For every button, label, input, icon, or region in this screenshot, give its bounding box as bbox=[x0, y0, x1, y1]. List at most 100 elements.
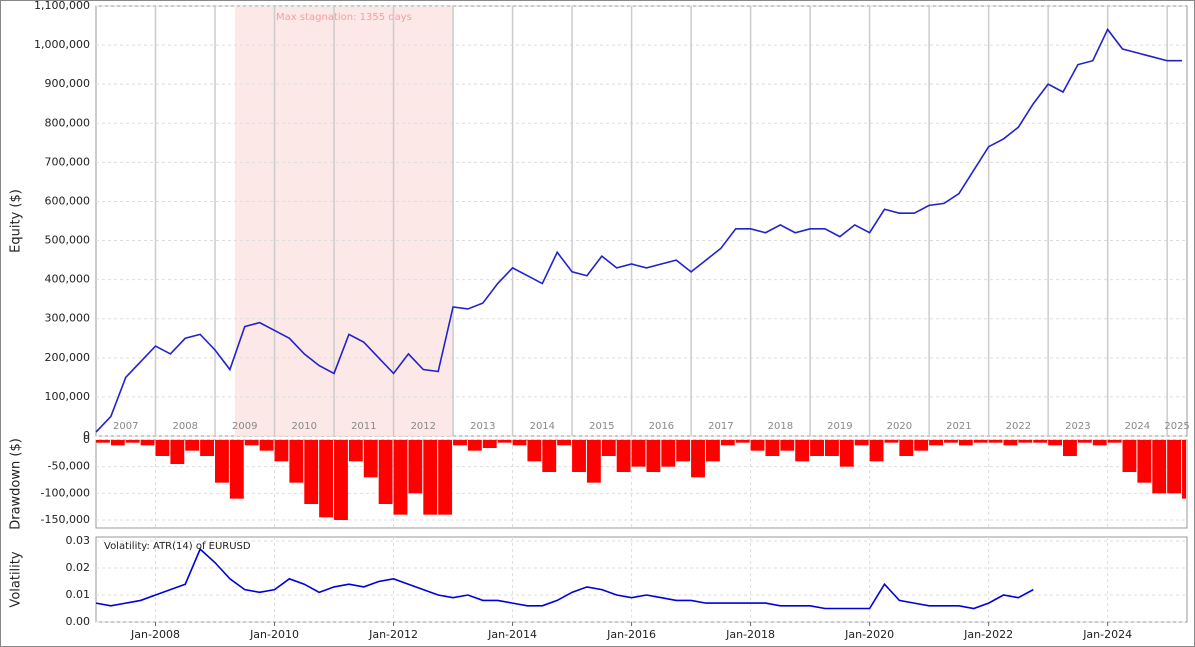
bar bbox=[750, 440, 765, 451]
line bbox=[95, 547, 1034, 610]
legend-label: Volatility: ATR(14) of EURUSD bbox=[104, 541, 251, 552]
y-tick-label: 300,000 bbox=[45, 312, 91, 325]
plot-area bbox=[95, 536, 1188, 623]
bar bbox=[1048, 440, 1063, 446]
bar bbox=[929, 440, 944, 446]
bar bbox=[185, 440, 200, 451]
bar bbox=[869, 440, 884, 462]
bar bbox=[467, 440, 482, 451]
y-tick-label: 400,000 bbox=[45, 273, 91, 286]
bar bbox=[334, 440, 348, 520]
bar bbox=[274, 440, 289, 462]
year-label: 2025 bbox=[1164, 421, 1189, 432]
year-label: 2016 bbox=[649, 421, 674, 432]
year-label: 2014 bbox=[530, 421, 555, 432]
y-tick-label: 0.00 bbox=[66, 615, 91, 628]
bar bbox=[572, 440, 586, 472]
bar bbox=[899, 440, 914, 456]
year-label: 2023 bbox=[1065, 421, 1090, 432]
bar bbox=[497, 440, 512, 443]
bar bbox=[958, 440, 973, 446]
bar bbox=[720, 440, 735, 446]
bar bbox=[646, 440, 661, 472]
bar bbox=[319, 440, 334, 518]
year-label: 2022 bbox=[1006, 421, 1031, 432]
y-tick-label: 500,000 bbox=[45, 234, 91, 247]
bar bbox=[586, 440, 601, 483]
bar bbox=[244, 440, 259, 446]
bar bbox=[527, 440, 542, 462]
x-tick-label: Jan-2014 bbox=[487, 628, 537, 641]
y-tick-label: 900,000 bbox=[45, 77, 91, 90]
bar bbox=[393, 440, 408, 515]
x-tick-label: Jan-2022 bbox=[963, 628, 1013, 641]
bar bbox=[125, 440, 140, 443]
bar bbox=[839, 440, 854, 467]
bar bbox=[795, 440, 810, 462]
y-tick-label: 0.01 bbox=[66, 588, 91, 601]
stagnation-band bbox=[234, 7, 454, 436]
bar bbox=[229, 440, 244, 499]
x-tick-label: Jan-2016 bbox=[606, 628, 656, 641]
bar bbox=[691, 440, 705, 478]
bar bbox=[1107, 440, 1122, 443]
stagnation-label: Max stagnation: 1355 days bbox=[276, 12, 412, 23]
bar bbox=[482, 440, 497, 448]
bar bbox=[973, 440, 988, 443]
bar bbox=[438, 440, 453, 515]
year-label: 2018 bbox=[768, 421, 793, 432]
bar bbox=[304, 440, 319, 504]
bar bbox=[378, 440, 393, 504]
year-label: 2024 bbox=[1125, 421, 1150, 432]
year-label: 2020 bbox=[887, 421, 912, 432]
year-label: 2008 bbox=[173, 421, 198, 432]
bar bbox=[944, 440, 958, 443]
bar bbox=[1063, 440, 1077, 456]
bar bbox=[1182, 440, 1186, 499]
bar bbox=[1122, 440, 1137, 472]
y-axis-label: Drawdown ($) bbox=[9, 438, 24, 530]
bar bbox=[453, 440, 467, 446]
year-label: 2013 bbox=[470, 421, 495, 432]
bar bbox=[423, 440, 438, 515]
x-tick-label: Jan-2008 bbox=[130, 628, 180, 641]
bar bbox=[110, 440, 125, 446]
line bbox=[95, 27, 1183, 433]
y-tick-label: 1,000,000 bbox=[34, 38, 90, 51]
bar bbox=[735, 440, 750, 443]
bar bbox=[1137, 440, 1152, 483]
bar bbox=[676, 440, 691, 462]
bar bbox=[557, 440, 572, 446]
bar bbox=[824, 440, 839, 456]
bar bbox=[705, 440, 720, 462]
y-tick-label: 200,000 bbox=[45, 351, 91, 364]
year-label: 2019 bbox=[827, 421, 852, 432]
bar bbox=[616, 440, 631, 472]
y-tick-label: 0.02 bbox=[66, 561, 91, 574]
bar bbox=[631, 440, 646, 467]
bar bbox=[140, 440, 155, 446]
y-tick-label: 0.03 bbox=[66, 534, 91, 547]
bar bbox=[854, 440, 869, 446]
year-label: 2015 bbox=[589, 421, 614, 432]
bar bbox=[810, 440, 824, 456]
bar bbox=[1033, 440, 1048, 443]
bar bbox=[988, 440, 1003, 443]
bar bbox=[1003, 440, 1018, 446]
bar bbox=[914, 440, 929, 451]
bar bbox=[170, 440, 185, 464]
y-tick-label: -50,000 bbox=[48, 460, 90, 473]
x-tick-label: Jan-2018 bbox=[725, 628, 775, 641]
bar bbox=[289, 440, 304, 483]
x-tick-label: Jan-2024 bbox=[1082, 628, 1132, 641]
y-tick-label: 800,000 bbox=[45, 116, 91, 129]
bar bbox=[884, 440, 899, 443]
y-tick-label: 100,000 bbox=[45, 390, 91, 403]
bar bbox=[408, 440, 423, 494]
year-label: 2017 bbox=[708, 421, 733, 432]
bar bbox=[1152, 440, 1167, 494]
y-tick-label: -100,000 bbox=[41, 486, 90, 499]
bar bbox=[215, 440, 229, 483]
y-tick-label: 0 bbox=[83, 433, 90, 446]
bar bbox=[661, 440, 676, 467]
